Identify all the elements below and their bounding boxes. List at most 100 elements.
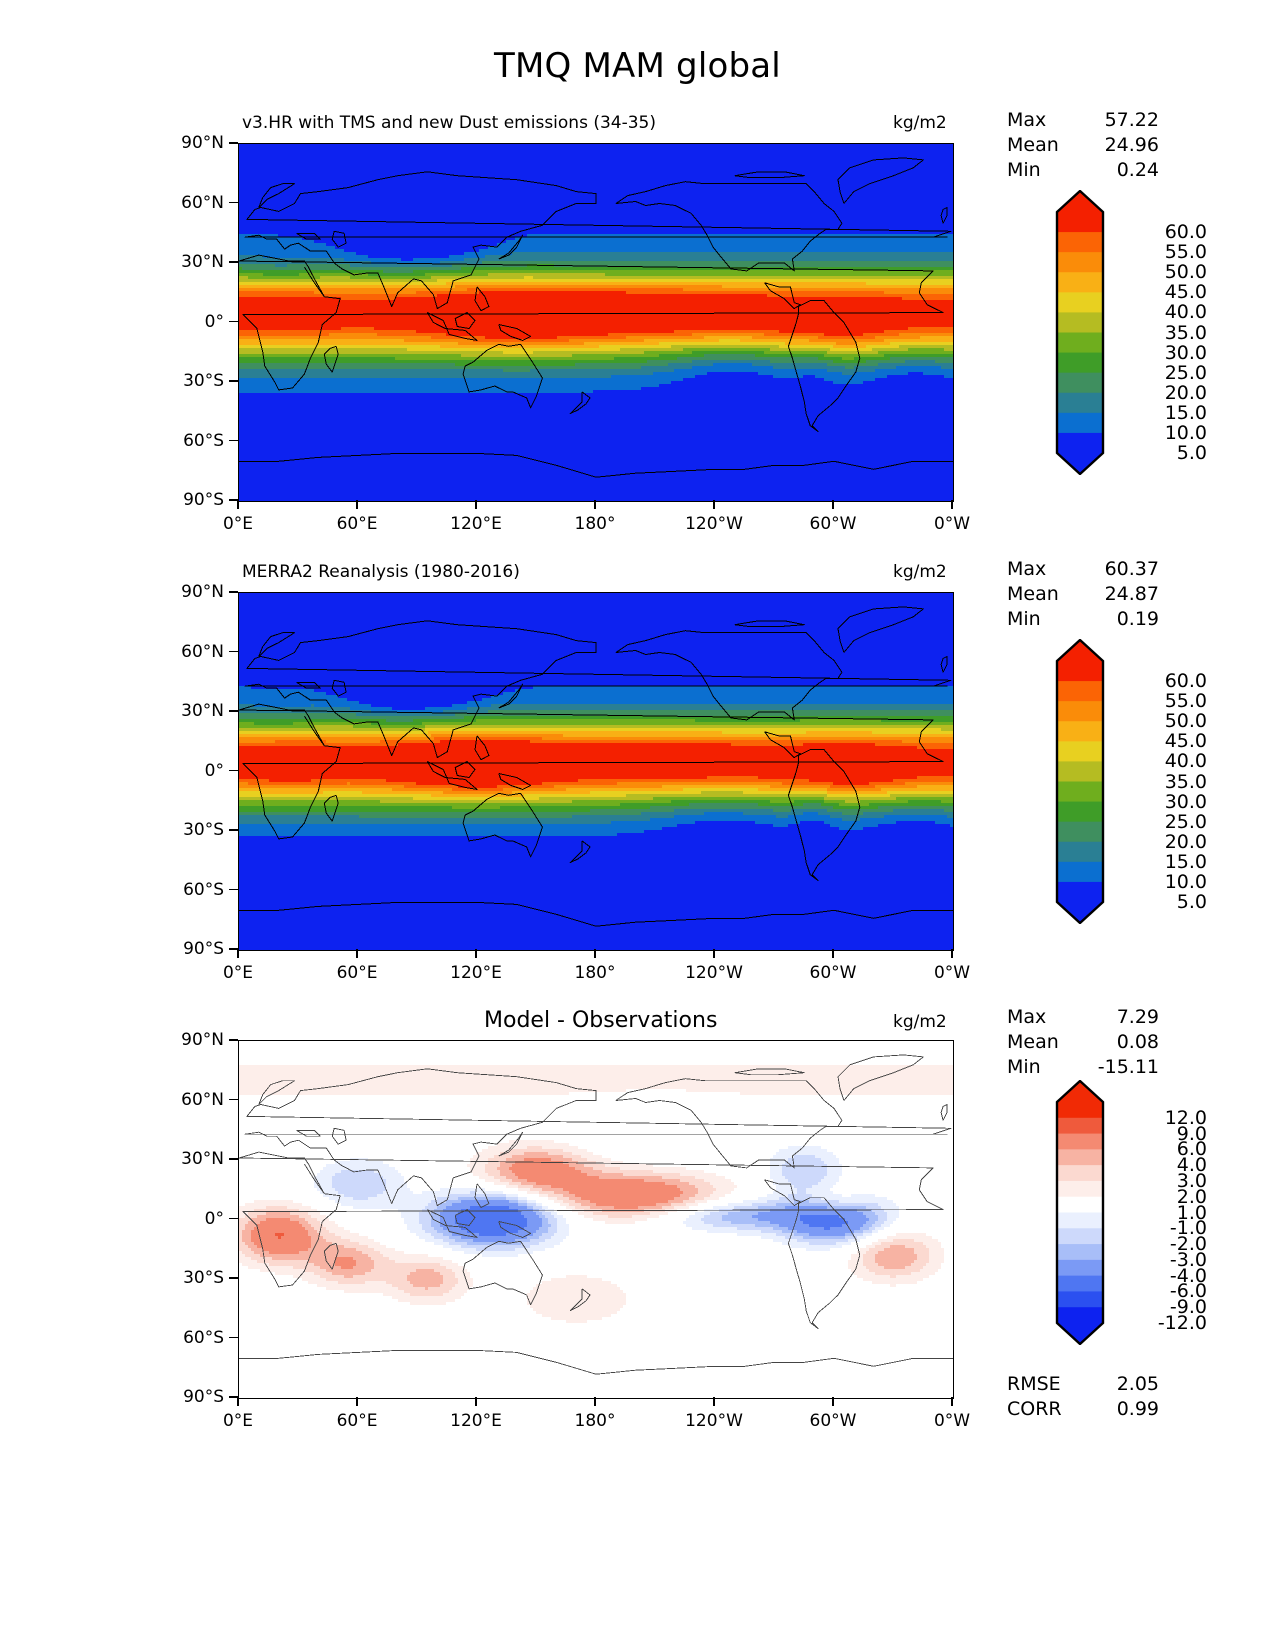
colorbar-tick-label: 35.0 — [1164, 321, 1207, 344]
stat-value-min: 0.19 — [1116, 608, 1159, 630]
y-tick — [229, 1098, 238, 1101]
map-difference[interactable] — [238, 1040, 954, 1399]
colorbar-tick-label: 6.0 — [1176, 1138, 1207, 1161]
colorbar-tick-label: 25.0 — [1164, 810, 1207, 833]
y-tick — [229, 380, 238, 382]
y-axis-label: 90°S — [183, 1387, 224, 1407]
colorbar-tick-label: 55.0 — [1164, 241, 1207, 264]
colorbar-tick-label: 50.0 — [1164, 710, 1207, 733]
x-tick — [356, 949, 358, 958]
x-axis-label: 60°W — [809, 1411, 857, 1431]
stat-label-mean: Mean — [1007, 583, 1059, 605]
colorbar-difference[interactable]: 12.0 9.0 6.0 4.0 3.0 2.0 1.0 -1.0 -2.0 -3.0 -4.0 -6… — [1007, 1080, 1207, 1345]
y-axis-label: 30°S — [183, 371, 224, 391]
y-axis-label: 30°S — [183, 820, 224, 840]
y-axis-label: 60°N — [181, 1089, 224, 1110]
stat-value-mean: 0.08 — [1116, 1031, 1159, 1053]
x-tick — [832, 500, 834, 509]
x-axis-label: 0°E — [222, 963, 254, 983]
y-tick — [229, 1158, 238, 1160]
x-tick — [594, 1397, 596, 1406]
y-tick — [229, 710, 238, 712]
y-axis-label: 60°S — [183, 430, 224, 451]
colorbar-tick-label: 20.0 — [1164, 830, 1207, 853]
x-axis-label: 180° — [574, 1411, 616, 1431]
stat-value-max: 7.29 — [1116, 1006, 1159, 1028]
y-tick — [229, 948, 238, 950]
colorbar-tick-label: 45.0 — [1164, 730, 1207, 753]
colorbar-tick-label: -2.0 — [1169, 1233, 1207, 1256]
panel-diff-units: kg/m2 — [893, 1012, 947, 1032]
colorbar-tick-label: 40.0 — [1164, 750, 1207, 773]
x-tick — [237, 1397, 239, 1406]
colorbar-tick-label: 50.0 — [1164, 261, 1207, 284]
y-axis-label: 90°S — [183, 490, 224, 510]
stat-label-min: Min — [1007, 1056, 1041, 1078]
stat-value-mean: 24.96 — [1104, 134, 1159, 156]
y-tick — [229, 829, 238, 831]
y-tick — [229, 142, 238, 144]
x-tick — [594, 949, 596, 958]
y-tick — [229, 201, 238, 204]
y-tick — [229, 320, 238, 323]
map-observations[interactable] — [238, 592, 954, 951]
colorbar-tick-label: -3.0 — [1169, 1248, 1207, 1271]
stat-value-corr: 0.99 — [1116, 1398, 1159, 1420]
colorbar-tick-label: 15.0 — [1164, 401, 1207, 424]
x-tick — [713, 1397, 715, 1406]
x-axis-label: 120°W — [685, 963, 743, 983]
x-axis-label: 60°E — [336, 963, 378, 983]
x-tick — [951, 949, 953, 958]
colorbar-tick-label: -1.0 — [1169, 1217, 1207, 1240]
colorbar-tick-label: -9.0 — [1169, 1296, 1207, 1319]
y-tick — [229, 1039, 238, 1041]
colorbar-tick-label: 40.0 — [1164, 301, 1207, 324]
colorbar-tick-label: 20.0 — [1164, 381, 1207, 404]
colorbar-tick-label: 9.0 — [1176, 1122, 1207, 1145]
colorbar-observations[interactable]: 60.0 55.0 50.0 45.0 40.0 35.0 30.0 25.0 20.0 15.0… — [1007, 639, 1207, 924]
panel-model-title: v3.HR with TMS and new Dust emissions (3… — [242, 113, 656, 133]
x-tick — [237, 949, 239, 958]
y-axis-label: 30°N — [181, 252, 224, 272]
y-axis-label: 60°N — [181, 641, 224, 662]
colorbar-tick-label: 5.0 — [1176, 891, 1207, 913]
y-axis-label: 60°S — [183, 1327, 224, 1348]
x-tick — [356, 1397, 358, 1406]
x-tick — [594, 500, 596, 509]
colorbar-tick-label: 12.0 — [1164, 1106, 1207, 1129]
y-tick — [229, 1336, 238, 1339]
colorbar-tick-label: 2.0 — [1176, 1185, 1207, 1208]
colorbar-tick-label: 60.0 — [1164, 221, 1207, 244]
colorbar-tick-label: 55.0 — [1164, 690, 1207, 713]
y-axis-label: 90°N — [181, 1030, 224, 1050]
x-axis-label: 180° — [574, 963, 616, 983]
x-tick — [237, 500, 239, 509]
y-tick — [229, 591, 238, 593]
colorbar-tick-label: 3.0 — [1176, 1169, 1207, 1192]
x-axis-label: 0°E — [222, 1411, 254, 1431]
x-axis-label: 60°W — [809, 514, 857, 534]
colorbar-tick-label: 35.0 — [1164, 770, 1207, 793]
y-tick — [229, 1217, 238, 1220]
colorbar-model[interactable]: 60.0 55.0 50.0 45.0 40.0 35.0 30.0 25.0 20.0 15.0… — [1007, 190, 1207, 475]
x-axis-label: 120°W — [685, 1411, 743, 1431]
x-tick — [713, 949, 715, 958]
x-tick — [832, 1397, 834, 1406]
colorbar-tick-label: -6.0 — [1169, 1280, 1207, 1303]
y-axis-label: 90°S — [183, 939, 224, 959]
y-tick — [229, 499, 238, 501]
colorbar-tick-label: 4.0 — [1176, 1154, 1207, 1177]
x-tick — [475, 500, 477, 509]
colorbar-tick-label: 60.0 — [1164, 670, 1207, 693]
x-axis-label: 0°W — [933, 963, 971, 983]
stat-value-max: 57.22 — [1104, 109, 1159, 131]
stat-label-mean: Mean — [1007, 1031, 1059, 1053]
map-model[interactable] — [238, 143, 954, 502]
stat-label-corr: CORR — [1007, 1398, 1062, 1420]
panel-model-units: kg/m2 — [893, 113, 947, 133]
stat-label-min: Min — [1007, 608, 1041, 630]
y-axis-label: 90°N — [181, 133, 224, 153]
x-axis-label: 120°E — [450, 1411, 502, 1431]
colorbar-tick-label: -12.0 — [1157, 1312, 1207, 1334]
